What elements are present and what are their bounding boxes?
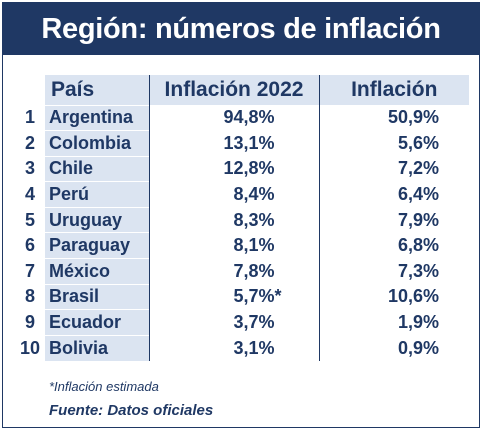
row-country: Chile — [45, 155, 150, 182]
row-country: Perú — [45, 181, 150, 208]
row-inflation-2022: 3,7% — [149, 309, 320, 336]
row-rank: 7 — [15, 258, 45, 285]
header-inflation: Inflación — [319, 75, 469, 105]
row-rank: 3 — [15, 155, 45, 182]
row-inflation: 6,4% — [319, 181, 469, 208]
table-row: 8 Brasil 5,7%* 10,6% — [15, 283, 469, 310]
header-rank — [15, 75, 45, 105]
row-inflation-2022: 8,4% — [149, 181, 320, 208]
table-row: 4 Perú 8,4% 6,4% — [15, 181, 469, 208]
row-inflation-2022-value: 8,1% — [233, 235, 275, 256]
row-inflation-2022-value: 8,3% — [233, 209, 275, 230]
row-inflation-2022: 3,1% — [149, 334, 320, 361]
row-rank: 10 — [15, 334, 45, 361]
table-row: 1 Argentina 94,8% 50,9% — [15, 104, 469, 131]
row-inflation-2022-value: 3,1% — [233, 337, 275, 358]
row-inflation-2022: 94,8% — [149, 104, 320, 131]
row-inflation-2022: 7,8% — [149, 258, 320, 285]
row-country: Brasil — [45, 283, 150, 310]
row-rank: 9 — [15, 309, 45, 336]
row-inflation-2022: 5,7%* — [149, 283, 320, 310]
row-inflation-2022-value: 13,1% — [223, 132, 275, 153]
table-body: 1 Argentina 94,8% 50,9% 2 Colombia 13,1% 5,6% 3 C… — [15, 104, 469, 361]
table-row: 10 Bolivia 3,1% 0,9% — [15, 334, 469, 361]
row-rank: 1 — [15, 104, 45, 131]
row-inflation: 7,2% — [319, 155, 469, 182]
table-row: 6 Paraguay 8,1% 6,8% — [15, 232, 469, 259]
row-country: Ecuador — [45, 309, 150, 336]
row-inflation-2022: 12,8% — [149, 155, 320, 182]
table-row: 9 Ecuador 3,7% 1,9% — [15, 309, 469, 336]
row-inflation: 5,6% — [319, 130, 469, 157]
row-rank: 4 — [15, 181, 45, 208]
row-inflation-2022: 8,3% — [149, 206, 320, 233]
row-inflation: 7,3% — [319, 258, 469, 285]
row-inflation-2022-value: 3,7% — [233, 312, 275, 333]
row-inflation-2022-value: 8,4% — [233, 184, 275, 205]
table-row: 5 Uruguay 8,3% 7,9% — [15, 206, 469, 233]
page-title: Región: números de inflación — [3, 3, 479, 55]
row-inflation: 10,6% — [319, 283, 469, 310]
row-inflation-2022-value: 12,8% — [223, 158, 275, 179]
row-inflation: 50,9% — [319, 104, 469, 131]
row-inflation: 0,9% — [319, 334, 469, 361]
table-row: 3 Chile 12,8% 7,2% — [15, 155, 469, 182]
row-inflation-2022: 8,1% — [149, 232, 320, 259]
header-country: País — [45, 75, 150, 105]
infographic-frame: Región: números de inflación País Inflac… — [2, 2, 480, 428]
footnote: *Inflación estimada — [49, 379, 159, 394]
source-note: Fuente: Datos oficiales — [49, 402, 214, 419]
row-rank: 8 — [15, 283, 45, 310]
row-country: Paraguay — [45, 232, 150, 259]
row-country: Bolivia — [45, 334, 150, 361]
row-country: Colombia — [45, 130, 150, 157]
row-rank: 2 — [15, 130, 45, 157]
row-country: Uruguay — [45, 206, 150, 233]
row-rank: 6 — [15, 232, 45, 259]
row-inflation: 6,8% — [319, 232, 469, 259]
header-inflation-2022: Inflación 2022 — [149, 75, 320, 105]
row-country: Argentina — [45, 104, 150, 131]
row-inflation: 7,9% — [319, 206, 469, 233]
row-inflation: 1,9% — [319, 309, 469, 336]
row-inflation-2022-value: 7,8% — [233, 260, 275, 281]
row-rank: 5 — [15, 206, 45, 233]
row-inflation-2022-value: 5,7% — [233, 286, 275, 307]
table-row: 7 México 7,8% 7,3% — [15, 258, 469, 285]
table-header-row: País Inflación 2022 Inflación — [15, 75, 469, 105]
table-row: 2 Colombia 13,1% 5,6% — [15, 130, 469, 157]
row-inflation-2022: 13,1% — [149, 130, 320, 157]
row-country: México — [45, 258, 150, 285]
inflation-table: País Inflación 2022 Inflación 1 Argentina… — [15, 75, 469, 361]
row-inflation-2022-value: 94,8% — [223, 107, 275, 128]
